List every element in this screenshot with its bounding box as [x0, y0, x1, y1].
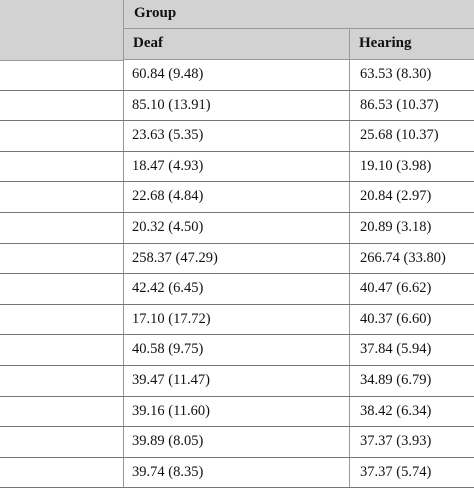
- table-row: 22.68 (4.84) 20.84 (2.97): [0, 182, 474, 213]
- deaf-value-cell: 23.63 (5.35): [123, 121, 349, 151]
- deaf-value-cell: 18.47 (4.93): [123, 151, 349, 182]
- row-label-cell: [0, 91, 123, 121]
- deaf-value-cell: 85.10 (13.91): [123, 90, 349, 121]
- row-label-cell: [0, 60, 123, 90]
- hearing-value-cell: 86.53 (10.37): [349, 90, 474, 121]
- deaf-value-cell: 39.74 (8.35): [123, 457, 349, 488]
- deaf-value-cell: 42.42 (6.45): [123, 274, 349, 304]
- deaf-value-cell: 17.10 (17.72): [123, 304, 349, 335]
- deaf-value-cell: 20.32 (4.50): [123, 212, 349, 243]
- table-row: 23.63 (5.35) 25.68 (10.37): [0, 121, 474, 152]
- hearing-value-cell: 19.10 (3.98): [349, 151, 474, 182]
- table-row: 39.74 (8.35) 37.37 (5.74): [0, 457, 474, 488]
- hearing-value-cell: 266.74 (33.80): [349, 243, 474, 274]
- row-label-cell: [0, 366, 123, 396]
- deaf-value-cell: 258.37 (47.29): [123, 243, 349, 274]
- hearing-value-cell: 37.84 (5.94): [349, 335, 474, 365]
- table-body: 60.84 (9.48) 63.53 (8.30) 85.10 (13.91) 86…: [0, 60, 474, 488]
- group-header: Group: [123, 0, 474, 29]
- hearing-value-cell: 38.42 (6.34): [349, 396, 474, 427]
- hearing-value-cell: 40.37 (6.60): [349, 304, 474, 335]
- deaf-value-cell: 39.89 (8.05): [123, 427, 349, 457]
- table-row: 258.37 (47.29) 266.74 (33.80): [0, 243, 474, 275]
- row-label-header: [0, 0, 123, 61]
- table-row: 85.10 (13.91) 86.53 (10.37): [0, 90, 474, 122]
- column-header-label: Hearing: [359, 35, 412, 51]
- table-row: 17.10 (17.72) 40.37 (6.60): [0, 304, 474, 336]
- hearing-value-cell: 63.53 (8.30): [349, 60, 474, 90]
- hearing-value-cell: 37.37 (5.74): [349, 457, 474, 488]
- hearing-value-cell: 40.47 (6.62): [349, 274, 474, 304]
- column-header-deaf: Deaf: [123, 29, 349, 60]
- table-row: 39.89 (8.05) 37.37 (3.93): [0, 427, 474, 458]
- hearing-value-cell: 34.89 (6.79): [349, 365, 474, 396]
- row-label-cell: [0, 213, 123, 243]
- row-label-cell: [0, 121, 123, 151]
- table-row: 40.58 (9.75) 37.84 (5.94): [0, 335, 474, 366]
- column-header-label: Deaf: [133, 35, 163, 51]
- table-row: 18.47 (4.93) 19.10 (3.98): [0, 151, 474, 183]
- table-row: 39.16 (11.60) 38.42 (6.34): [0, 396, 474, 428]
- row-label-cell: [0, 427, 123, 457]
- hearing-value-cell: 20.84 (2.97): [349, 182, 474, 212]
- row-label-cell: [0, 274, 123, 304]
- hearing-value-cell: 25.68 (10.37): [349, 121, 474, 151]
- deaf-value-cell: 39.47 (11.47): [123, 365, 349, 396]
- row-label-cell: [0, 244, 123, 274]
- table-row: 39.47 (11.47) 34.89 (6.79): [0, 365, 474, 397]
- table-row: 20.32 (4.50) 20.89 (3.18): [0, 212, 474, 244]
- row-label-cell: [0, 152, 123, 182]
- row-label-cell: [0, 335, 123, 365]
- deaf-value-cell: 60.84 (9.48): [123, 60, 349, 90]
- hearing-value-cell: 37.37 (3.93): [349, 427, 474, 457]
- table-row: 60.84 (9.48) 63.53 (8.30): [0, 60, 474, 91]
- row-label-cell: [0, 458, 123, 488]
- deaf-value-cell: 22.68 (4.84): [123, 182, 349, 212]
- column-header-hearing: Hearing: [349, 29, 474, 60]
- row-label-cell: [0, 397, 123, 427]
- table-row: 42.42 (6.45) 40.47 (6.62): [0, 274, 474, 305]
- deaf-value-cell: 40.58 (9.75): [123, 335, 349, 365]
- deaf-value-cell: 39.16 (11.60): [123, 396, 349, 427]
- row-label-cell: [0, 182, 123, 212]
- group-label: Group: [134, 5, 177, 21]
- hearing-value-cell: 20.89 (3.18): [349, 212, 474, 243]
- row-label-cell: [0, 305, 123, 335]
